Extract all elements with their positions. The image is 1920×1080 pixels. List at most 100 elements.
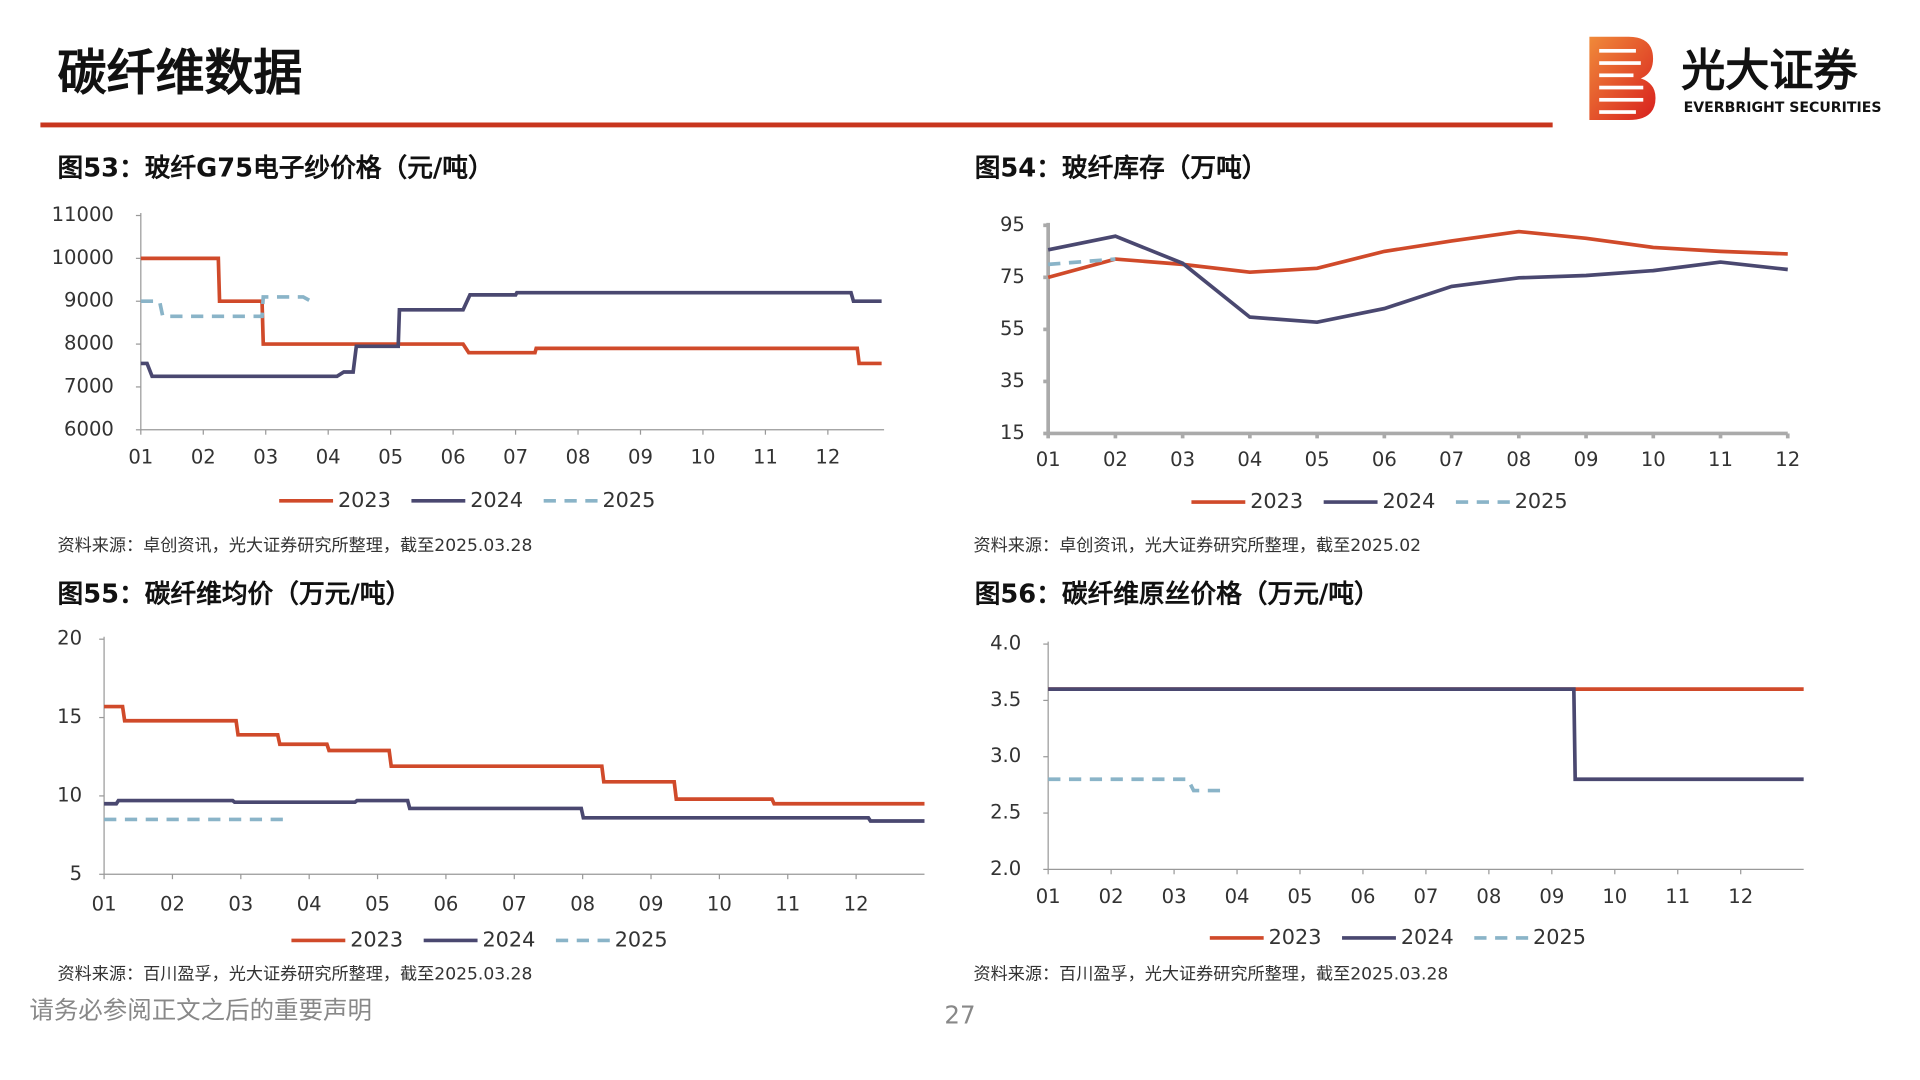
x-tick-label: 07	[1439, 448, 1464, 471]
series-line	[104, 798, 925, 823]
legend-label: 2023	[338, 488, 391, 512]
x-tick-label: 04	[1237, 448, 1262, 471]
legend-label: 2023	[350, 927, 403, 951]
legend-label: 2025	[1533, 925, 1586, 949]
y-tick-label: 11000	[52, 203, 114, 226]
series-line	[1047, 234, 1788, 325]
x-tick-label: 08	[566, 445, 591, 468]
series-line	[140, 295, 316, 319]
series-line	[1048, 257, 1116, 267]
series-line	[1048, 777, 1229, 793]
x-tick-label: 05	[1305, 448, 1330, 471]
x-tick-label: 02	[1099, 885, 1124, 908]
x-tick-label: 05	[378, 445, 403, 468]
y-tick-label: 10	[57, 783, 82, 806]
x-tick-label: 11	[775, 892, 800, 915]
x-tick-label: 02	[160, 892, 185, 915]
legend-label: 2025	[1515, 489, 1568, 513]
chart-title: 图56：碳纤维原丝价格（万元/吨）	[975, 579, 1380, 610]
series-line	[104, 704, 925, 806]
chart: 图55：碳纤维均价（万元/吨） 资料来源：百川盈孚，光大证券研究所整理，截至202…	[57, 579, 925, 985]
chart-title: 图53：玻纤G75电子纱价格（元/吨）	[58, 152, 494, 183]
x-tick-label: 03	[228, 892, 253, 915]
x-tick-label: 09	[639, 892, 664, 915]
x-tick-label: 09	[628, 445, 653, 468]
x-tick-label: 11	[1708, 448, 1733, 471]
chart-title: 图54：玻纤库存（万吨）	[975, 153, 1268, 183]
series-line	[1048, 687, 1804, 782]
x-tick-label: 12	[815, 445, 840, 468]
x-tick-label: 03	[253, 445, 278, 468]
y-tick-label: 15	[1000, 421, 1025, 444]
x-tick-label: 01	[92, 892, 117, 915]
logo-mark	[1589, 36, 1656, 120]
disclaimer: 请务必参阅正文之后的重要声明	[29, 995, 372, 1024]
x-tick-label: 06	[1372, 448, 1397, 471]
y-tick-label: 3.0	[990, 744, 1021, 767]
y-tick-label: 9000	[64, 289, 114, 312]
x-tick-label: 06	[441, 445, 466, 468]
x-tick-label: 11	[753, 445, 778, 468]
series-line	[140, 290, 882, 379]
legend-label: 2024	[482, 927, 535, 951]
x-tick-label: 08	[1506, 448, 1531, 471]
x-tick-label: 03	[1162, 885, 1187, 908]
chart: 图56：碳纤维原丝价格（万元/吨） 资料来源：百川盈孚，光大证券研究所整理，截至2…	[973, 579, 1804, 985]
x-tick-label: 04	[297, 892, 322, 915]
x-tick-label: 04	[316, 445, 341, 468]
x-tick-label: 02	[1103, 448, 1128, 471]
y-tick-label: 7000	[64, 374, 114, 397]
x-tick-label: 03	[1170, 448, 1195, 471]
x-tick-label: 01	[1036, 448, 1061, 471]
x-tick-label: 09	[1539, 885, 1564, 908]
x-tick-label: 05	[1288, 885, 1313, 908]
x-tick-label: 08	[1476, 885, 1501, 908]
x-tick-label: 08	[570, 892, 595, 915]
y-tick-label: 4.0	[990, 632, 1021, 655]
x-tick-label: 12	[1728, 885, 1753, 908]
x-tick-label: 06	[433, 892, 458, 915]
x-tick-label: 02	[191, 445, 216, 468]
x-tick-label: 01	[128, 445, 153, 468]
x-tick-label: 11	[1665, 885, 1690, 908]
y-tick-label: 15	[57, 705, 82, 728]
legend-label: 2025	[615, 927, 668, 951]
legend-label: 2023	[1269, 925, 1322, 949]
legend-label: 2024	[1401, 925, 1454, 949]
series-line	[140, 256, 882, 366]
series-line	[1047, 229, 1788, 280]
source-note: 资料来源：卓创资讯，光大证券研究所整理，截至2025.02	[973, 536, 1421, 556]
y-tick-label: 5	[70, 862, 82, 885]
x-tick-label: 10	[690, 445, 715, 468]
legend-label: 2024	[1382, 489, 1435, 513]
y-tick-label: 75	[1000, 265, 1025, 288]
y-tick-label: 20	[57, 627, 82, 650]
y-tick-label: 2.5	[990, 801, 1021, 824]
x-tick-label: 05	[365, 892, 390, 915]
chart: 图54：玻纤库存（万吨） 资料来源：卓创资讯，光大证券研究所整理，截至2025.0…	[973, 153, 1800, 556]
y-tick-label: 10000	[52, 246, 114, 269]
x-tick-label: 10	[1641, 448, 1666, 471]
x-tick-label: 12	[844, 892, 869, 915]
chart-title: 图55：碳纤维均价（万元/吨）	[58, 579, 412, 610]
x-tick-label: 01	[1036, 885, 1061, 908]
x-tick-label: 10	[1602, 885, 1627, 908]
x-tick-label: 07	[502, 892, 527, 915]
y-tick-label: 3.5	[990, 688, 1021, 711]
x-tick-label: 12	[1775, 448, 1800, 471]
legend-label: 2023	[1250, 489, 1303, 513]
page-number: 27	[944, 1000, 975, 1029]
y-tick-label: 95	[1000, 213, 1025, 236]
x-tick-label: 04	[1225, 885, 1250, 908]
y-tick-label: 55	[1000, 317, 1025, 340]
x-tick-label: 07	[503, 445, 528, 468]
x-tick-label: 07	[1413, 885, 1438, 908]
y-tick-label: 6000	[64, 417, 114, 440]
logo-cn: 光大证券	[1681, 45, 1858, 96]
source-note: 资料来源：百川盈孚，光大证券研究所整理，截至2025.03.28	[973, 965, 1448, 985]
source-note: 资料来源：百川盈孚，光大证券研究所整理，截至2025.03.28	[58, 965, 533, 985]
x-tick-label: 10	[707, 892, 732, 915]
page-title: 碳纤维数据	[58, 44, 303, 101]
x-tick-label: 09	[1574, 448, 1599, 471]
